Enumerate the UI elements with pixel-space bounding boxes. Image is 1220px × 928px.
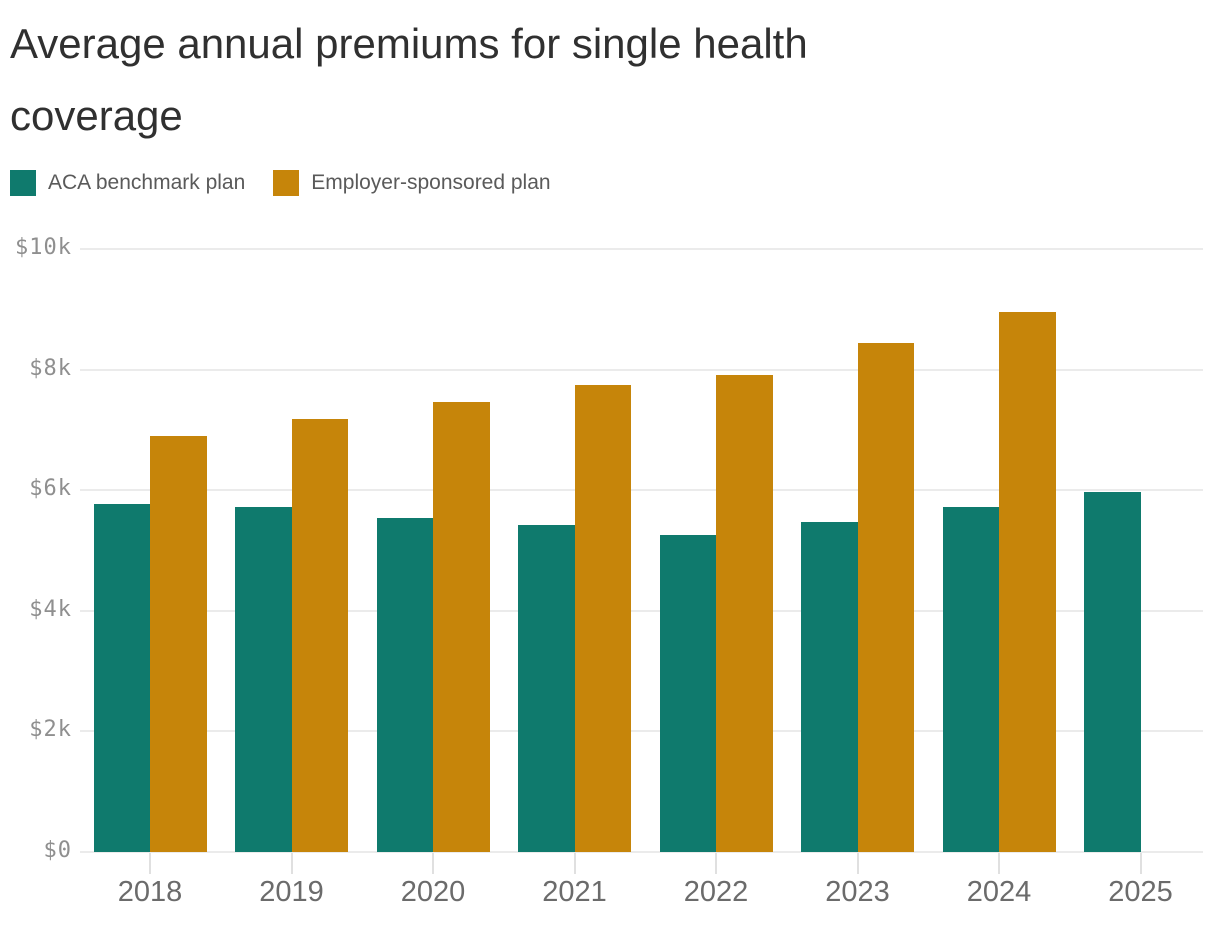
bar-2022-aca-benchmark[interactable] [659, 535, 716, 852]
gridline-10k [80, 248, 1203, 250]
x-axis-tick-2022 [715, 853, 717, 874]
legend-label: ACA benchmark plan [48, 171, 246, 194]
legend-swatch [273, 170, 300, 196]
x-axis-tick-2018 [149, 853, 151, 874]
bar-2018-aca-benchmark[interactable] [93, 503, 150, 852]
x-axis-tick-2024 [998, 853, 1000, 874]
chart-title-line-2: coverage [10, 92, 183, 139]
gridline-2k [80, 730, 1203, 733]
y-axis-label-2k: $2k [29, 717, 72, 743]
x-axis-tick-2021 [573, 853, 576, 874]
y-axis-label-10k: $10k [15, 235, 72, 260]
chart-title: Average annual premiums for single healt… [10, 8, 808, 152]
bar-2021-aca-benchmark[interactable] [518, 524, 575, 852]
bar-2020-employer-sponsored[interactable] [433, 401, 490, 852]
x-axis-label-2025: 2025 [1108, 876, 1173, 908]
y-axis-label-0: $0 [43, 838, 72, 863]
x-axis-tick-2020 [432, 853, 434, 874]
x-axis-label-2019: 2019 [259, 876, 324, 908]
legend-swatch [10, 170, 36, 196]
bar-2018-employer-sponsored[interactable] [150, 436, 207, 852]
y-axis-label-6k: $6k [29, 476, 72, 502]
bar-2023-aca-benchmark[interactable] [801, 522, 858, 852]
y-axis-label-8k: $8k [29, 355, 72, 381]
bar-2021-employer-sponsored[interactable] [574, 385, 631, 852]
chart-title-line-1: Average annual premiums for single healt… [10, 20, 808, 67]
bar-2024-employer-sponsored[interactable] [999, 312, 1056, 852]
x-axis-tick-2019 [290, 853, 293, 874]
x-axis-label-2018: 2018 [117, 876, 183, 908]
x-axis-tick-2023 [856, 853, 859, 874]
gridline-4k [80, 609, 1203, 612]
gridline-8k [80, 368, 1203, 371]
bar-2019-aca-benchmark[interactable] [235, 506, 292, 852]
legend-item-aca-benchmark: ACA benchmark plan [10, 170, 245, 196]
bar-2025-aca-benchmark[interactable] [1084, 492, 1141, 852]
x-axis-label-2024: 2024 [966, 876, 1032, 908]
bar-2023-employer-sponsored[interactable] [857, 343, 914, 852]
x-axis-label-2022: 2022 [683, 876, 749, 908]
x-axis-label-2020: 2020 [400, 876, 466, 908]
bar-2020-aca-benchmark[interactable] [376, 517, 433, 852]
gridline-6k [80, 489, 1203, 492]
legend-label: Employer-sponsored plan [311, 171, 551, 194]
legend: ACA benchmark plan Employer-sponsored pla… [10, 170, 551, 196]
x-axis-label-2023: 2023 [825, 876, 890, 908]
bar-2022-employer-sponsored[interactable] [716, 374, 773, 852]
bar-2024-aca-benchmark[interactable] [942, 506, 999, 852]
x-axis-tick-2025 [1139, 853, 1142, 874]
legend-item-employer-sponsored: Employer-sponsored plan [273, 170, 551, 196]
gridline-0 [80, 851, 1203, 853]
y-axis-label-4k: $4k [29, 596, 72, 622]
x-axis-label-2021: 2021 [542, 876, 607, 908]
bar-2019-employer-sponsored[interactable] [291, 418, 348, 852]
